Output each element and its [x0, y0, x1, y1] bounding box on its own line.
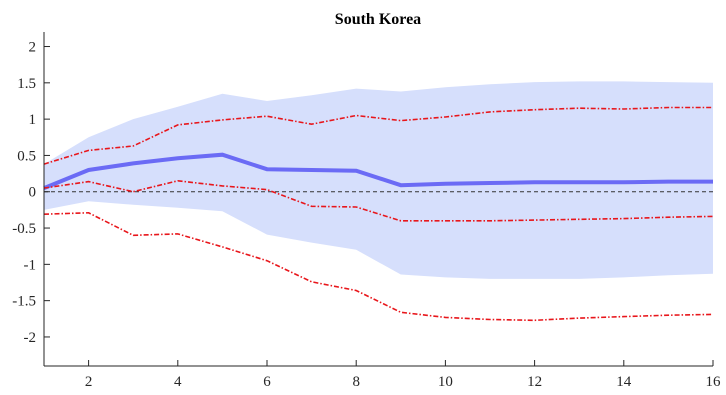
x-tick-label: 8	[352, 374, 360, 390]
x-tick-label: 16	[706, 374, 722, 390]
y-tick-label: 1.5	[17, 76, 36, 92]
x-tick-label: 10	[438, 374, 453, 390]
y-tick-label: 1	[29, 112, 37, 128]
y-tick-label: 2	[29, 40, 37, 56]
x-tick-label: 2	[85, 374, 93, 390]
series-line-lower	[43, 211, 714, 322]
chart-title: South Korea	[335, 11, 421, 28]
series-layer	[43, 106, 714, 322]
x-tick-label: 14	[616, 374, 632, 390]
x-tick-label: 4	[174, 374, 182, 390]
y-tick-label: -2	[24, 330, 37, 346]
series-line-median	[43, 152, 713, 190]
y-tick-label: 0.5	[17, 148, 36, 164]
x-tick-label: 12	[527, 374, 542, 390]
y-tick-label: -1	[24, 257, 37, 273]
y-tick-label: -0.5	[12, 221, 36, 237]
confidence-band-layer	[44, 81, 713, 279]
y-tick-label: -1.5	[12, 294, 36, 310]
x-tick-label: 6	[263, 374, 271, 390]
y-tick-label: 0	[29, 185, 37, 201]
series-line-upper	[43, 106, 713, 165]
confidence-band	[44, 81, 713, 279]
axes-layer: -2 -1.5 -1 -0.5 0 0.5 1 1.5 2 2 4 6 8 10 12 14 16	[12, 32, 721, 390]
